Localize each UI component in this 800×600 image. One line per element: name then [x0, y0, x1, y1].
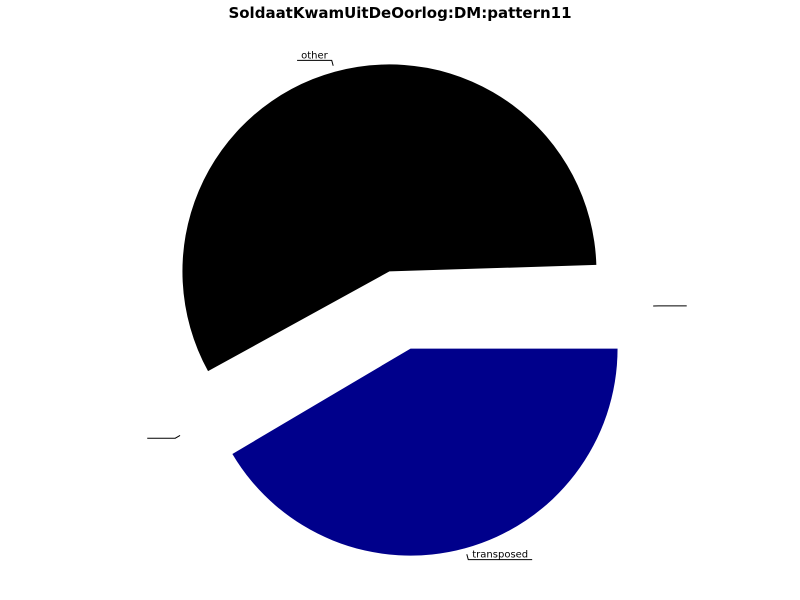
chart-title: SoldaatKwamUitDeOorlog:DM:pattern11 [228, 4, 572, 22]
pie-slice-transposed [232, 348, 618, 556]
pie-slices [182, 64, 647, 556]
slice-labels: other transposed [301, 50, 528, 560]
slice-label-transposed: transposed [472, 550, 528, 561]
leader-line-other [297, 59, 334, 66]
leader-line-blank-2 [147, 435, 181, 439]
label-leaders [147, 59, 687, 561]
pie-slice-blank-2 [183, 329, 366, 436]
leader-line-transposed [466, 554, 533, 561]
slice-label-other: other [301, 50, 329, 61]
pie-slice-other [182, 64, 597, 372]
pie-slice-blank-0 [439, 302, 647, 310]
